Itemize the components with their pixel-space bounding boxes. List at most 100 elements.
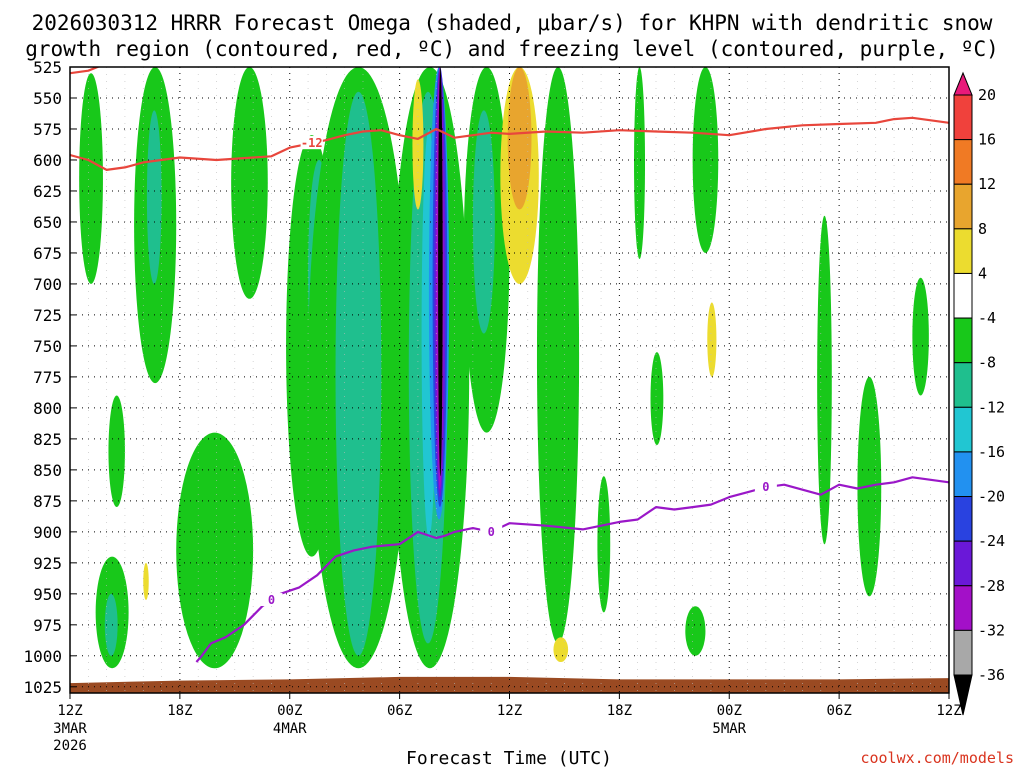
colorbar-bin bbox=[953, 94, 973, 141]
y-tick-label: 600 bbox=[33, 151, 62, 170]
colorbar-label: -32 bbox=[978, 621, 1005, 639]
chart-title-line1: 2026030312 HRRR Forecast Omega (shaded, … bbox=[32, 11, 993, 35]
colorbar-bin bbox=[953, 585, 973, 631]
omega-region bbox=[707, 302, 717, 377]
omega-region bbox=[79, 73, 103, 284]
x-date-label: 3MAR bbox=[53, 721, 87, 737]
colorbar-bin bbox=[953, 629, 973, 676]
freezing-level-label: 0 bbox=[268, 593, 275, 607]
colorbar-bin bbox=[953, 272, 973, 319]
y-tick-label: 650 bbox=[33, 213, 62, 232]
y-tick-label: 925 bbox=[33, 554, 62, 573]
colorbar-bin bbox=[953, 317, 973, 364]
omega-shading bbox=[79, 67, 929, 669]
omega-region bbox=[335, 91, 382, 656]
colorbar-bin bbox=[953, 183, 973, 230]
colorbar-label: -28 bbox=[978, 577, 1005, 595]
colorbar-label: 8 bbox=[978, 220, 987, 238]
omega-region bbox=[553, 637, 569, 663]
colorbar-label: 16 bbox=[978, 131, 996, 149]
y-tick-label: 750 bbox=[33, 337, 62, 356]
colorbar-label: 20 bbox=[978, 86, 996, 104]
colorbar-bin bbox=[953, 451, 973, 498]
colorbar-bin bbox=[953, 362, 973, 408]
y-tick-label: 575 bbox=[33, 120, 62, 139]
y-tick-label: 875 bbox=[33, 492, 62, 511]
colorbar-bin bbox=[953, 228, 973, 274]
colorbar-bin bbox=[953, 406, 973, 453]
omega-region bbox=[143, 562, 149, 601]
colorbar-label: 12 bbox=[978, 175, 996, 193]
y-tick-label: 900 bbox=[33, 523, 62, 542]
colorbar-label: 4 bbox=[978, 264, 987, 282]
colorbar-top-arrow bbox=[953, 71, 973, 96]
dgz-contour-label-bg bbox=[300, 136, 323, 150]
freezing-level-label-bg bbox=[260, 593, 283, 607]
y-tick-label: 525 bbox=[33, 58, 62, 77]
omega-region bbox=[438, 67, 443, 477]
colorbar-label: -24 bbox=[978, 532, 1005, 550]
y-tick-label: 850 bbox=[33, 461, 62, 480]
colorbar: 20 16 12 8 4 -4 -8 -12 -16 -20 -24 -28 -32 -36 bbox=[953, 71, 1005, 716]
colorbar-bin bbox=[953, 540, 973, 587]
y-tick-label: 700 bbox=[33, 275, 62, 294]
freezing-level-label-bg bbox=[480, 524, 503, 538]
omega-region bbox=[231, 67, 268, 299]
y-tick-label: 550 bbox=[33, 89, 62, 108]
y-tick-label: 800 bbox=[33, 399, 62, 418]
colorbar-label: -12 bbox=[978, 398, 1005, 416]
colorbar-bottom-arrow bbox=[953, 674, 973, 716]
y-tick-label: 950 bbox=[33, 585, 62, 604]
x-axis-label: Forecast Time (UTC) bbox=[406, 748, 612, 768]
terrain-area bbox=[70, 676, 949, 693]
x-tick-label: 12Z bbox=[497, 703, 522, 719]
x-tick-label: 18Z bbox=[167, 703, 192, 719]
y-tick-label: 675 bbox=[33, 244, 62, 263]
colorbar-label: -8 bbox=[978, 354, 996, 372]
x-tick-label: 00Z bbox=[277, 703, 302, 719]
x-tick-label: 18Z bbox=[607, 703, 632, 719]
y-tick-label: 775 bbox=[33, 368, 62, 387]
colorbar-bin bbox=[953, 496, 973, 542]
colorbar-label: -16 bbox=[978, 443, 1005, 461]
x-tick-label: 12Z bbox=[57, 703, 82, 719]
x-date-label: 5MAR bbox=[712, 721, 746, 737]
omega-region bbox=[176, 432, 254, 669]
axis-ticks: 525 550 575 600 625 650 675 700 725 750 775 800 825 8… bbox=[23, 58, 961, 754]
omega-region bbox=[104, 593, 118, 656]
colorbar-label: -36 bbox=[978, 666, 1005, 684]
y-tick-label: 975 bbox=[33, 616, 62, 635]
chart-title-line2: growth region (contoured, red, ºC) and f… bbox=[25, 37, 999, 61]
omega-region bbox=[692, 67, 719, 253]
freezing-level-label: 0 bbox=[762, 480, 769, 494]
colorbar-label: -4 bbox=[978, 309, 996, 327]
x-tick-label: 06Z bbox=[387, 703, 412, 719]
x-tick-label: 00Z bbox=[717, 703, 742, 719]
omega-region bbox=[912, 277, 929, 396]
y-tick-label: 825 bbox=[33, 430, 62, 449]
omega-region bbox=[685, 606, 706, 656]
omega-region bbox=[634, 67, 646, 260]
x-tick-label: 06Z bbox=[826, 703, 851, 719]
credit-text[interactable]: coolwx.com/models bbox=[860, 749, 1014, 767]
terrain-fill bbox=[70, 676, 949, 693]
omega-region bbox=[650, 352, 664, 446]
x-date-label: 4MAR bbox=[273, 721, 307, 737]
colorbar-bin bbox=[953, 139, 973, 185]
y-tick-label: 1025 bbox=[23, 678, 62, 697]
freezing-level-label-bg bbox=[754, 480, 777, 494]
y-tick-label: 625 bbox=[33, 182, 62, 201]
freezing-level-line bbox=[195, 476, 949, 663]
omega-region bbox=[146, 110, 162, 284]
dgz-contour-label: -12 bbox=[301, 136, 323, 150]
dgz-contour-line bbox=[70, 116, 949, 171]
omega-region bbox=[507, 67, 532, 210]
omega-region bbox=[536, 67, 580, 644]
y-tick-label: 1000 bbox=[23, 647, 62, 666]
omega-region bbox=[108, 395, 125, 508]
x-year-label: 2026 bbox=[53, 738, 87, 754]
freezing-level-label: 0 bbox=[488, 525, 495, 539]
omega-region bbox=[817, 215, 832, 545]
